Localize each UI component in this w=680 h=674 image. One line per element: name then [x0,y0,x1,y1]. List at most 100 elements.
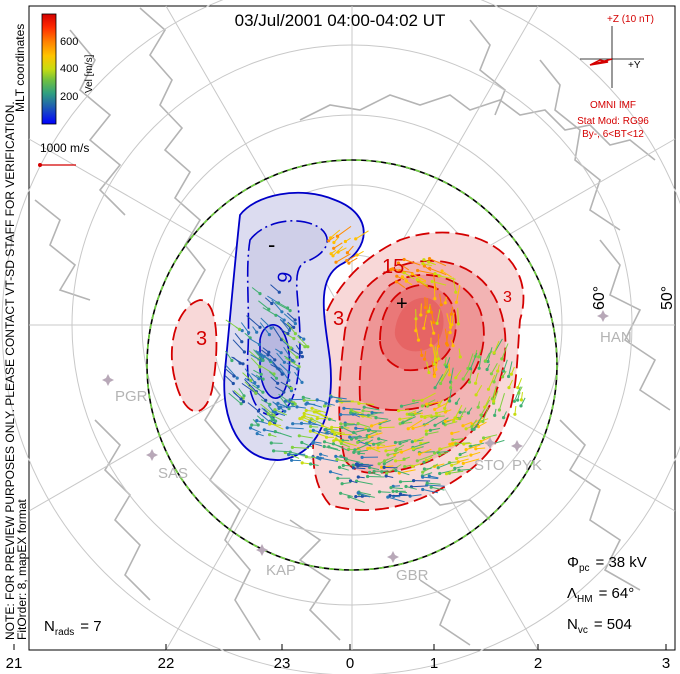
velocity-vector [399,270,414,274]
velocity-vector [259,322,270,335]
velocity-vector [225,319,240,330]
velocity-vector-origin [451,438,455,442]
velocity-vector [287,427,304,430]
velocity-vector-origin [492,380,496,384]
velocity-vector-origin [267,307,271,311]
velocity-vector-origin [356,491,360,495]
velocity-vector-origin [422,460,426,464]
velocity-vector [482,407,489,422]
map-title: 03/Jul/2001 04:00-04:02 UT [235,11,446,30]
velocity-vector [475,372,479,384]
velocity-vector-origin [277,290,281,294]
velocity-vector [377,444,396,449]
velocity-vector-origin [443,406,447,410]
velocity-vector-origin [476,405,480,409]
velocity-vector-origin [356,440,360,444]
velocity-vector-origin [287,378,291,382]
velocity-vector [336,459,349,463]
velocity-vector [411,485,427,488]
velocity-vector [294,371,303,383]
velocity-vector-origin [450,463,454,467]
velocity-vector [367,442,386,446]
velocity-vector-origin [367,435,371,439]
velocity-vector [423,259,437,266]
velocity-vector-origin [428,428,432,432]
velocity-vector-origin [357,401,361,405]
velocity-vector-origin [402,257,406,262]
velocity-vector [304,413,320,418]
velocity-vector [351,434,361,440]
velocity-vector-origin [230,358,234,363]
velocity-vector-origin [329,395,333,399]
velocity-vector-origin [377,462,381,466]
velocity-vector [234,332,243,343]
velocity-vector-origin [419,441,423,445]
velocity-vector [348,257,358,264]
velocity-vector [315,411,329,418]
velocity-vector-origin [421,475,425,479]
velocity-vector [459,407,467,419]
radar-site-label: PGR [115,388,148,405]
velocity-vector-origin [345,259,349,263]
velocity-vector-origin [382,462,386,466]
velocity-vector-origin [516,398,520,402]
velocity-vector-origin [249,378,253,382]
velocity-vector [431,415,445,418]
velocity-vector-origin [490,397,494,401]
velocity-vector [484,395,491,408]
mlt-tick-label: 1 [430,655,438,672]
velocity-vector [351,413,368,416]
velocity-vector [412,423,430,429]
colorbar-scale [41,13,57,125]
velocity-vector-origin [261,377,265,381]
velocity-vector-origin [270,301,274,306]
velocity-vector-origin [378,426,382,430]
velocity-vector [333,242,343,249]
velocity-vector-origin [264,398,268,402]
velocity-vector-origin [258,325,262,329]
velocity-vector [246,315,261,328]
velocity-vector-origin [477,366,481,370]
velocity-vector-origin [296,367,300,371]
velocity-vector [232,339,245,353]
velocity-vector-origin [421,262,425,266]
velocity-vector-origin [337,465,342,469]
velocity-vector-origin [282,360,286,364]
velocity-vector-origin [483,359,487,363]
velocity-vector-origin [257,377,261,381]
velocity-vector-origin [393,440,397,445]
velocity-vector-origin [327,445,331,449]
velocity-vector-origin [432,331,436,335]
preview-notice: NOTE: FOR PREVIEW PURPOSES ONLY. PLEASE … [3,101,17,640]
velocity-vector-origin [319,452,323,456]
velocity-vector-origin [454,290,458,294]
velocity-vector-origin [339,491,343,495]
velocity-vector-origin [469,453,473,457]
velocity-vector [426,431,439,435]
velocity-vector-origin [385,471,389,476]
imf-axis-label: +Y [628,60,641,71]
velocity-vector [484,350,493,362]
velocity-vector-origin [485,367,489,372]
velocity-vector [439,293,442,305]
velocity-vector-origin [270,417,274,421]
velocity-vector-origin [470,425,474,429]
velocity-vector-origin [376,442,380,447]
velocity-vector [260,317,272,329]
velocity-vector-origin [353,448,357,452]
velocity-vector-origin [285,426,289,430]
velocity-vector-origin [486,359,490,364]
velocity-vector [426,484,445,487]
velocity-vector-origin [345,251,349,255]
velocity-vector-origin [413,439,417,443]
velocity-vector-origin [290,458,294,462]
velocity-vector-origin [433,386,437,390]
velocity-vector-origin [256,409,261,413]
velocity-vector-origin [400,275,404,279]
velocity-vector [405,486,417,490]
velocity-vector-origin [288,309,292,313]
mlt-tick-label: 21 [6,655,23,672]
velocity-vector [279,363,290,373]
radar-site-marker [146,449,158,461]
velocity-vector-origin [461,424,465,428]
